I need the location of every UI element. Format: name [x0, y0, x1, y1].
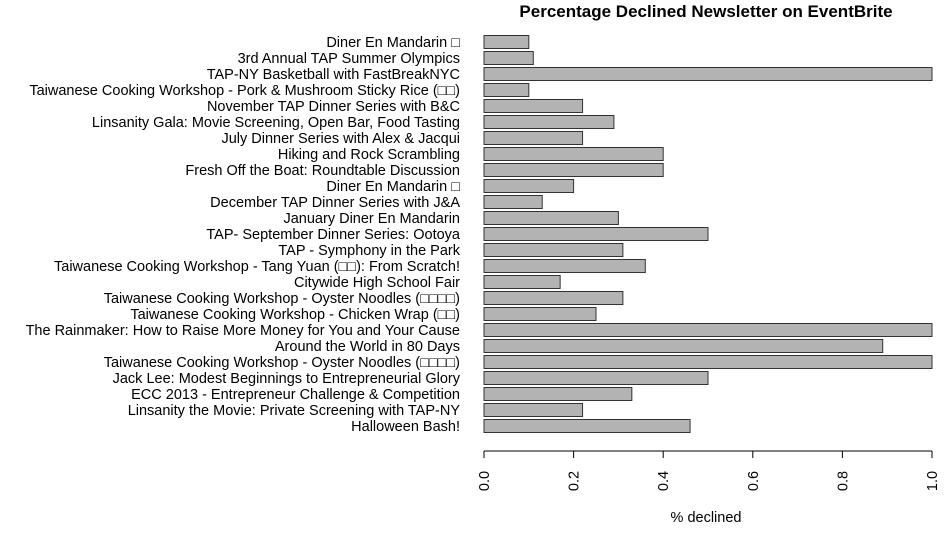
bar — [483, 243, 624, 257]
category-labels: Diner En Mandarin □3rd Annual TAP Summer… — [26, 35, 461, 435]
x-tick-label: 0.8 — [835, 471, 851, 491]
category-label: January Diner En Mandarin — [283, 211, 460, 227]
x-tick-label: 0.2 — [567, 471, 583, 491]
category-label: Jack Lee: Modest Beginnings to Entrepren… — [113, 371, 461, 387]
x-tick-label: 1.0 — [925, 471, 941, 491]
x-axis-title: % declined — [671, 510, 742, 526]
bar — [483, 163, 664, 177]
category-label: December TAP Dinner Series with J&A — [210, 195, 460, 211]
category-label: Hiking and Rock Scrambling — [278, 147, 460, 163]
bar — [483, 227, 709, 241]
category-label: Citywide High School Fair — [294, 275, 460, 291]
bar — [483, 67, 933, 81]
category-label: Taiwanese Cooking Workshop - Oyster Nood… — [104, 291, 460, 307]
bar — [483, 51, 534, 65]
bar — [483, 83, 530, 97]
bar — [483, 147, 664, 161]
bar — [483, 115, 615, 129]
bar — [483, 211, 619, 225]
bar — [483, 339, 884, 353]
bar — [483, 179, 575, 193]
category-label: Linsanity the Movie: Private Screening w… — [128, 403, 461, 419]
bar — [483, 323, 933, 337]
bar — [483, 195, 543, 209]
category-label: November TAP Dinner Series with B&C — [207, 99, 460, 115]
bar — [483, 387, 633, 401]
bar — [483, 35, 530, 49]
x-tick-label: 0.0 — [477, 471, 493, 491]
category-label: Linsanity Gala: Movie Screening, Open Ba… — [92, 115, 460, 131]
category-label: The Rainmaker: How to Raise More Money f… — [26, 323, 460, 339]
category-label: TAP-NY Basketball with FastBreakNYC — [207, 67, 460, 83]
bar — [483, 99, 584, 113]
bar — [483, 259, 646, 273]
bar — [483, 371, 709, 385]
bar — [483, 275, 561, 289]
bar — [483, 307, 597, 321]
bar — [483, 131, 584, 145]
category-label: 3rd Annual TAP Summer Olympics — [238, 51, 460, 67]
category-label: Taiwanese Cooking Workshop - Tang Yuan (… — [54, 259, 460, 275]
category-label: Taiwanese Cooking Workshop - Pork & Mush… — [29, 83, 460, 99]
category-label: Diner En Mandarin □ — [326, 179, 460, 195]
x-tick-label: 0.6 — [746, 471, 762, 491]
bar — [483, 291, 624, 305]
x-axis: 0.0 0.2 0.4 0.6 0.8 1.0 — [477, 450, 941, 491]
category-label: TAP- September Dinner Series: Ootoya — [206, 227, 461, 243]
category-label: Fresh Off the Boat: Roundtable Discussio… — [185, 163, 460, 179]
category-label: Taiwanese Cooking Workshop - Oyster Nood… — [104, 355, 460, 371]
category-label: July Dinner Series with Alex & Jacqui — [221, 131, 460, 147]
chart-title: Percentage Declined Newsletter on EventB… — [519, 2, 892, 21]
bars — [483, 35, 933, 433]
bar — [483, 403, 584, 417]
category-label: Taiwanese Cooking Workshop - Chicken Wra… — [130, 307, 460, 323]
bar — [483, 355, 933, 369]
category-label: ECC 2013 - Entrepreneur Challenge & Comp… — [131, 387, 460, 403]
category-label: Around the World in 80 Days — [275, 339, 460, 355]
category-label: Halloween Bash! — [351, 419, 460, 435]
category-label: Diner En Mandarin □ — [326, 35, 460, 51]
bar — [483, 419, 691, 433]
category-label: TAP - Symphony in the Park — [278, 243, 460, 259]
x-tick-label: 0.4 — [656, 471, 672, 491]
